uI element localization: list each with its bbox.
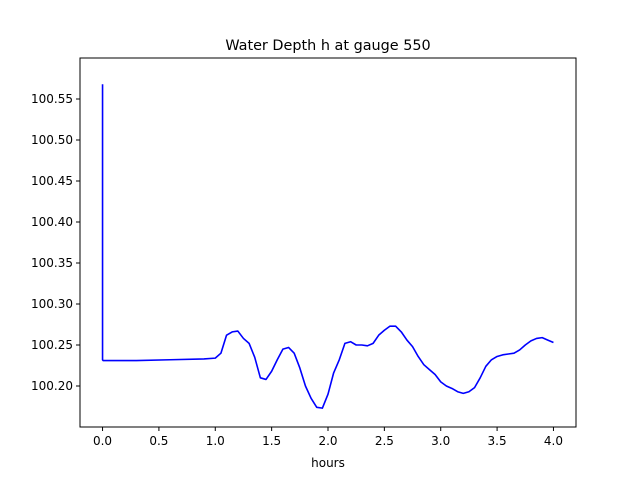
x-tick-label: 4.0 (544, 434, 563, 448)
y-tick-label: 100.20 (31, 379, 73, 393)
x-axis-label: hours (311, 456, 345, 470)
y-tick-label: 100.45 (31, 174, 73, 188)
x-tick-label: 0.0 (93, 434, 112, 448)
x-tick-label: 2.0 (318, 434, 337, 448)
y-axis: 100.20 100.25 100.30 100.35 100.40 100.45 100.… (31, 92, 80, 393)
y-tick-label: 100.25 (31, 338, 73, 352)
y-tick-label: 100.35 (31, 256, 73, 270)
x-tick-label: 3.5 (488, 434, 507, 448)
plot-area (101, 84, 554, 409)
y-tick-label: 100.40 (31, 215, 73, 229)
y-tick-label: 100.55 (31, 92, 73, 106)
x-tick-label: 1.5 (262, 434, 281, 448)
y-tick-label: 100.30 (31, 297, 73, 311)
x-axis: 0.0 0.5 1.0 1.5 2.0 2.5 3.0 3.5 4.0 (93, 427, 563, 448)
chart-title: Water Depth h at gauge 550 (225, 38, 430, 54)
x-tick-label: 2.5 (375, 434, 394, 448)
x-tick-label: 0.5 (149, 434, 168, 448)
x-tick-label: 1.0 (206, 434, 225, 448)
series-line-0 (101, 84, 554, 409)
x-tick-label: 3.0 (431, 434, 450, 448)
y-tick-label: 100.50 (31, 133, 73, 147)
